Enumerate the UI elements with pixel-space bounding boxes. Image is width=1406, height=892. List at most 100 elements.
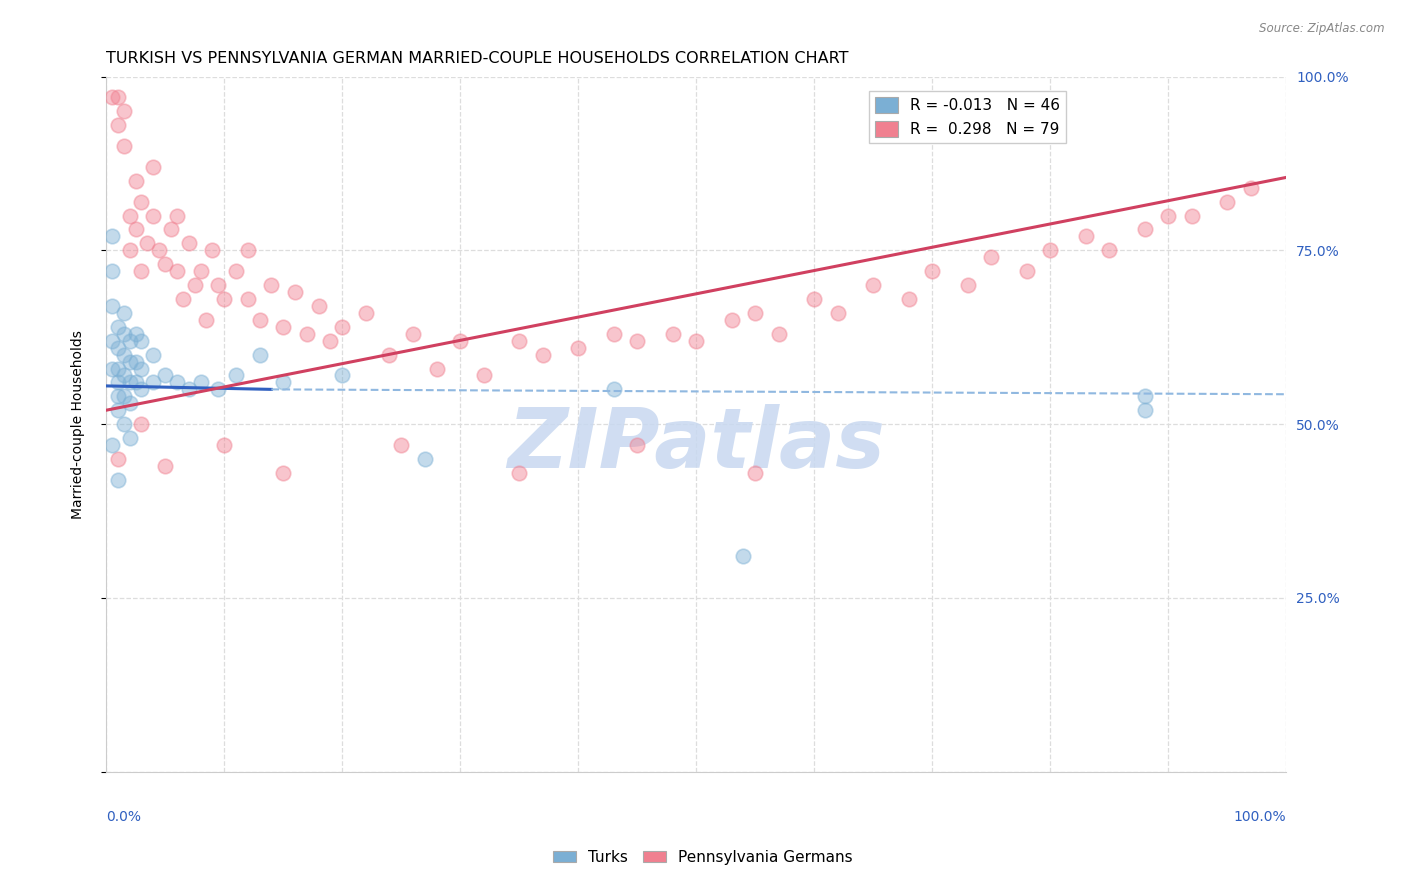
Point [172, 292, 194, 306]
Point [131, 334, 153, 348]
Point [118, 354, 141, 368]
Point [330, 319, 353, 334]
Point [107, 361, 129, 376]
Point [661, 326, 683, 341]
Point [389, 438, 412, 452]
Point [225, 264, 247, 278]
Point [153, 368, 176, 383]
Point [107, 473, 129, 487]
Point [602, 326, 624, 341]
Point [803, 292, 825, 306]
Point [131, 194, 153, 209]
Point [112, 348, 135, 362]
Point [101, 299, 124, 313]
Point [183, 278, 205, 293]
Point [1133, 389, 1156, 403]
Point [112, 417, 135, 431]
Point [118, 376, 141, 390]
Point [142, 376, 165, 390]
Point [112, 306, 135, 320]
Point [1098, 244, 1121, 258]
Point [1157, 209, 1180, 223]
Point [166, 376, 188, 390]
Point [112, 139, 135, 153]
Point [1240, 181, 1263, 195]
Point [160, 222, 183, 236]
Point [744, 306, 766, 320]
Point [107, 319, 129, 334]
Point [212, 438, 235, 452]
Point [195, 313, 218, 327]
Point [378, 348, 401, 362]
Point [236, 244, 259, 258]
Point [426, 361, 449, 376]
Point [124, 174, 146, 188]
Point [602, 383, 624, 397]
Point [1039, 244, 1062, 258]
Legend: R = -0.013   N = 46, R =  0.298   N = 79: R = -0.013 N = 46, R = 0.298 N = 79 [869, 91, 1066, 143]
Point [249, 313, 271, 327]
Point [1133, 403, 1156, 417]
Point [744, 466, 766, 480]
Point [107, 403, 129, 417]
Legend: Turks, Pennsylvania Germans: Turks, Pennsylvania Germans [547, 844, 859, 871]
Point [201, 244, 224, 258]
Point [295, 326, 318, 341]
Point [107, 90, 129, 104]
Point [225, 368, 247, 383]
Point [101, 334, 124, 348]
Point [980, 250, 1002, 264]
Text: Source: ZipAtlas.com: Source: ZipAtlas.com [1260, 22, 1385, 36]
Point [897, 292, 920, 306]
Point [271, 466, 294, 480]
Point [177, 383, 200, 397]
Point [142, 348, 165, 362]
Point [118, 209, 141, 223]
Point [166, 264, 188, 278]
Point [402, 326, 425, 341]
Point [118, 396, 141, 410]
Point [101, 264, 124, 278]
Point [319, 334, 342, 348]
Point [354, 306, 377, 320]
Point [112, 368, 135, 383]
Point [685, 334, 707, 348]
Point [136, 236, 159, 251]
Point [153, 458, 176, 473]
Point [101, 438, 124, 452]
Point [124, 354, 146, 368]
Point [131, 361, 153, 376]
Point [1133, 222, 1156, 236]
Point [413, 451, 436, 466]
Point [118, 334, 141, 348]
Point [1216, 194, 1239, 209]
Point [284, 285, 307, 299]
Point [567, 341, 589, 355]
Point [112, 389, 135, 403]
Point [112, 104, 135, 119]
Point [177, 236, 200, 251]
Point [131, 264, 153, 278]
Point [142, 160, 165, 174]
Point [1181, 209, 1204, 223]
Point [720, 313, 742, 327]
Point [107, 341, 129, 355]
Point [1015, 264, 1038, 278]
Point [107, 389, 129, 403]
Point [449, 334, 471, 348]
Point [142, 209, 165, 223]
Point [271, 376, 294, 390]
Point [249, 348, 271, 362]
Text: 0.0%: 0.0% [105, 810, 141, 824]
Text: ZIPatlas: ZIPatlas [508, 404, 886, 485]
Point [107, 118, 129, 132]
Point [112, 326, 135, 341]
Point [207, 383, 229, 397]
Point [236, 292, 259, 306]
Point [768, 326, 790, 341]
Point [472, 368, 495, 383]
Point [862, 278, 884, 293]
Point [190, 264, 212, 278]
Point [212, 292, 235, 306]
Point [508, 334, 530, 348]
